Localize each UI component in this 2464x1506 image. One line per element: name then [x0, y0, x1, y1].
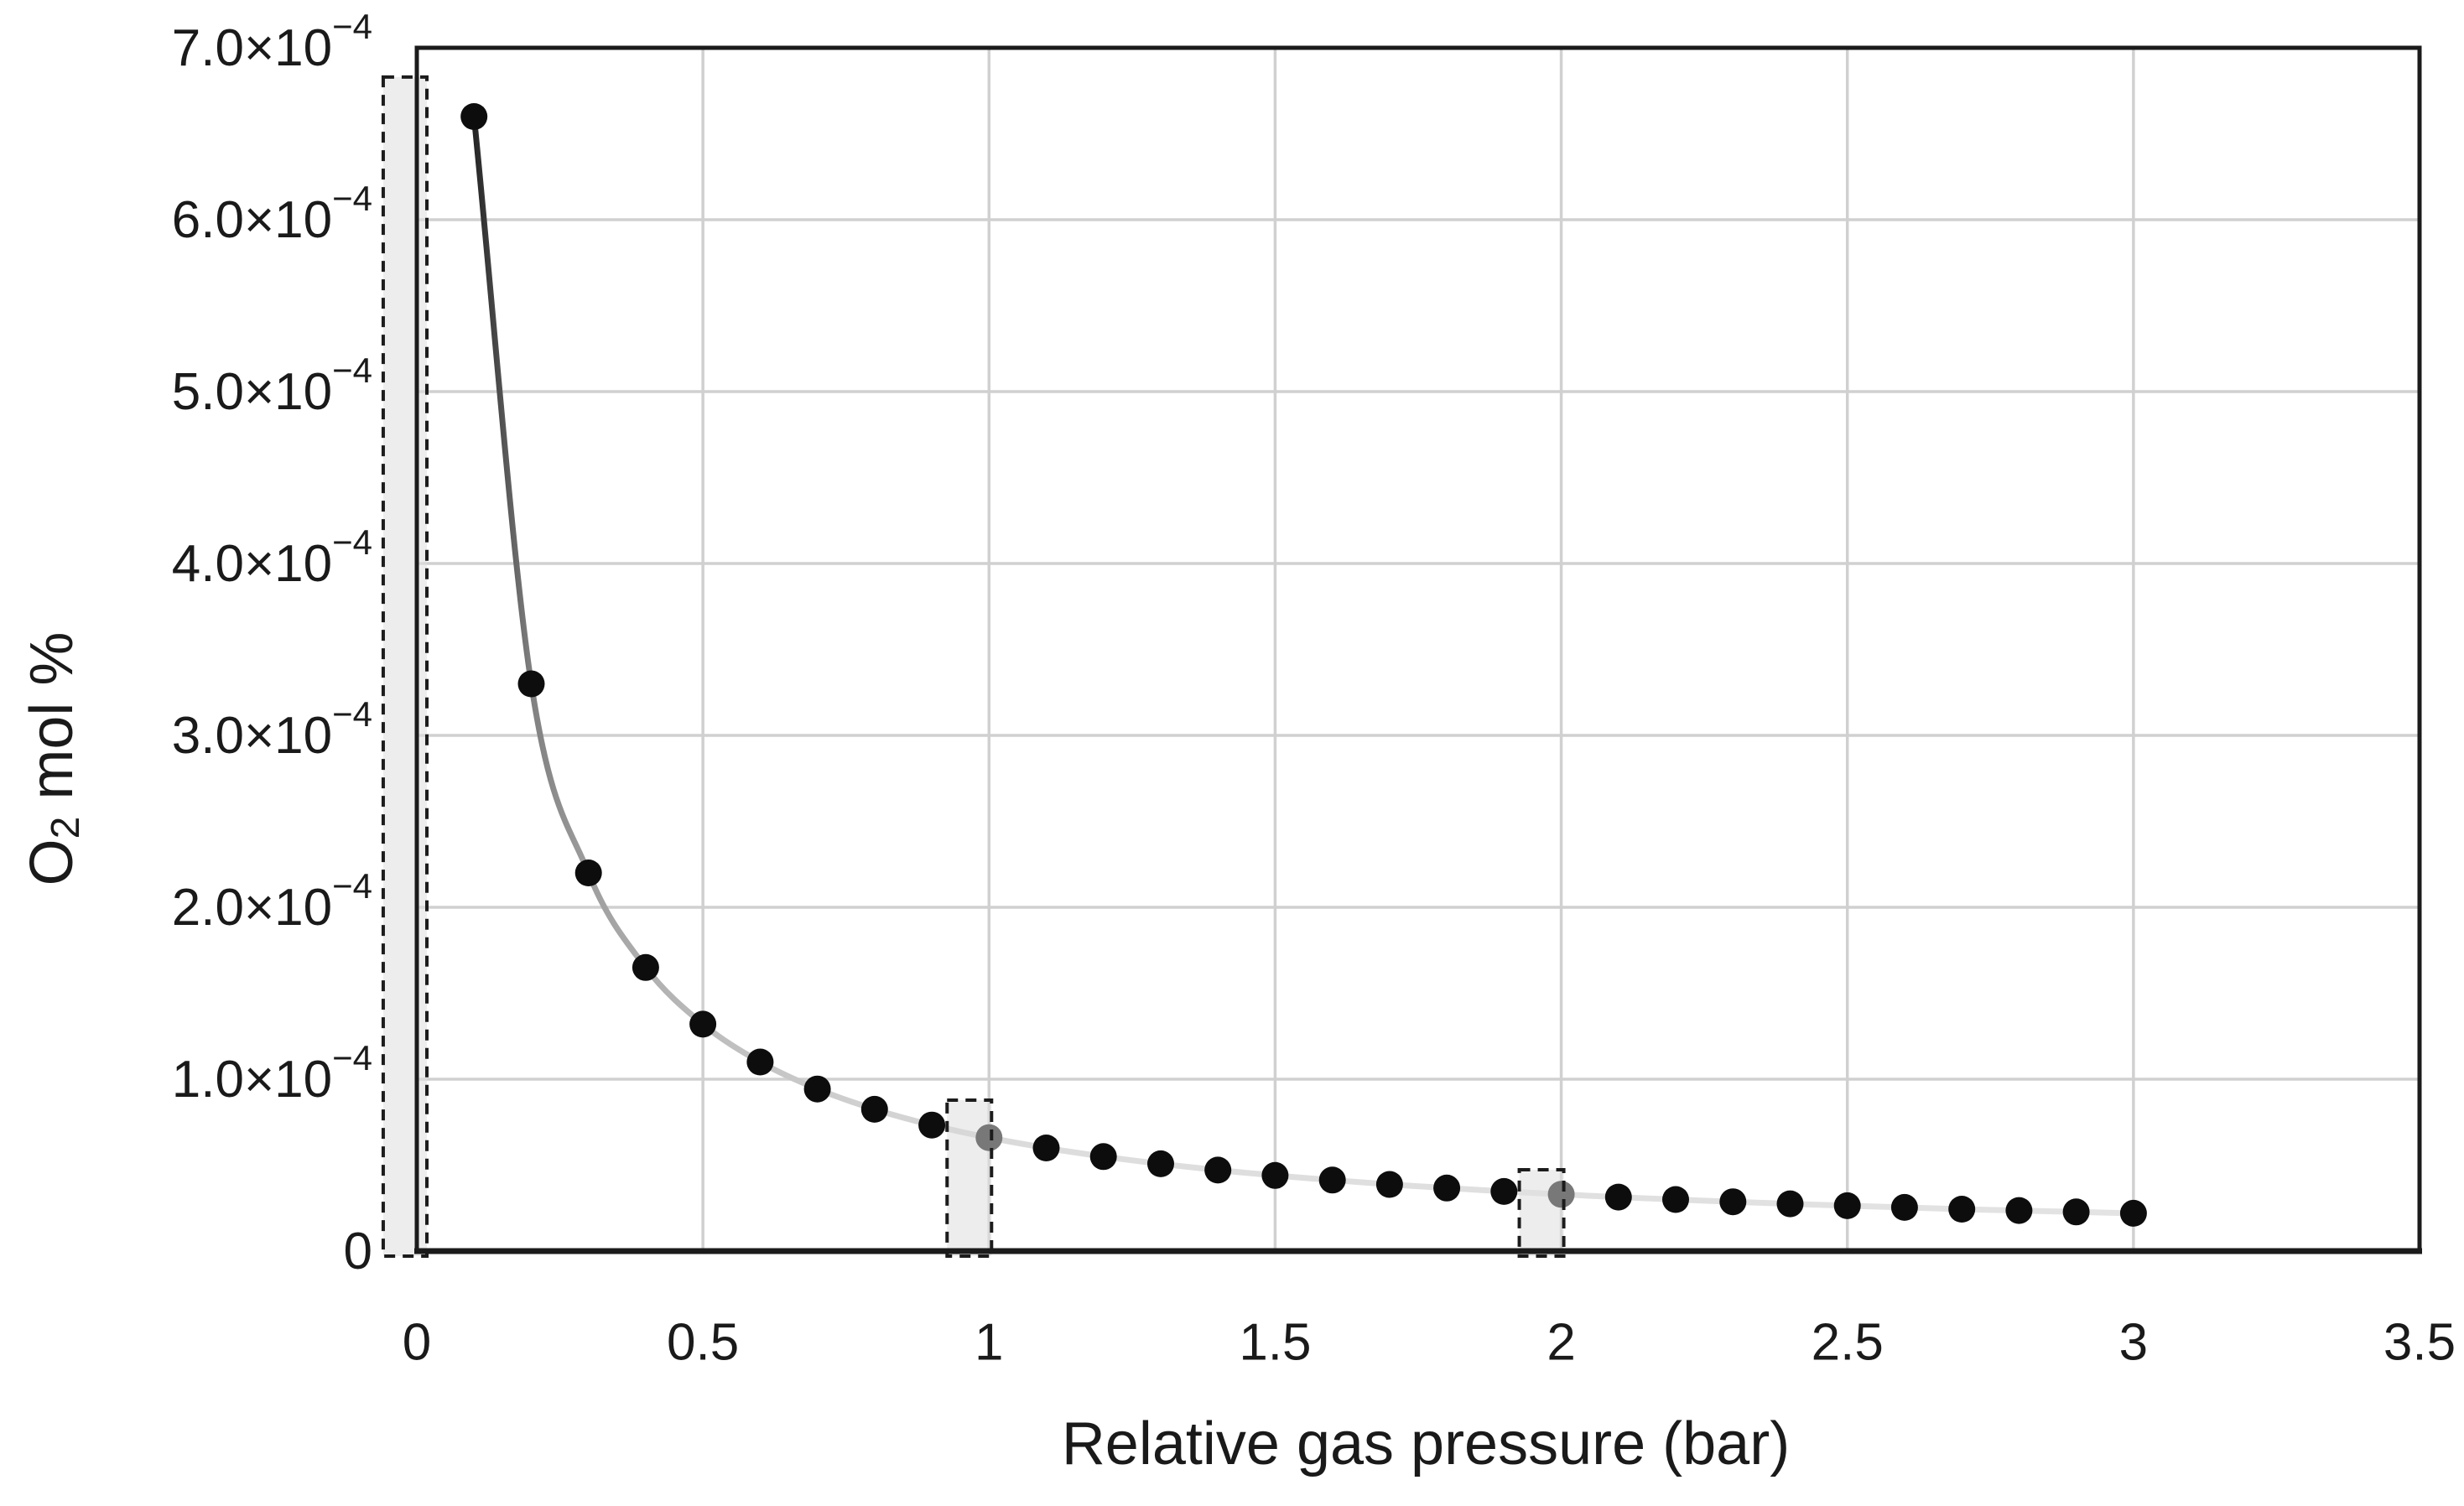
highlight-band-borders — [381, 75, 1566, 1258]
x-tick-label: 1 — [975, 1314, 1003, 1372]
chart-frame — [414, 45, 2422, 1254]
y-tick-mantissa: 2.0×10 — [172, 879, 332, 937]
y-tick-label: 5.0×10−4 — [172, 351, 372, 421]
x-tick-label: 0 — [403, 1314, 431, 1372]
data-point — [1261, 1161, 1289, 1189]
data-points — [460, 103, 2147, 1227]
x-tick-label: 2.5 — [1812, 1314, 1884, 1372]
y-axis-title: O2 mol % — [18, 632, 88, 886]
data-point — [1604, 1183, 1632, 1211]
y-axis-title-subscript: 2 — [44, 817, 88, 839]
y-tick-mantissa: 5.0×10 — [172, 363, 332, 421]
data-point — [918, 1111, 946, 1139]
data-point — [1662, 1186, 1689, 1213]
highlight-band-border — [381, 75, 429, 1258]
data-point — [1490, 1177, 1518, 1205]
series-curve — [470, 113, 2137, 1217]
data-point — [1948, 1196, 1976, 1223]
series-line — [470, 113, 2137, 1217]
y-tick-exponent: −4 — [332, 1038, 372, 1078]
x-tick-label: 2 — [1546, 1314, 1575, 1372]
y-tick-label: 2.0×10−4 — [172, 866, 372, 937]
data-point — [1719, 1188, 1747, 1216]
highlight-band-border — [1517, 1168, 1566, 1258]
highlight-band-fills — [382, 76, 1564, 1256]
y-tick-mantissa: 3.0×10 — [172, 707, 332, 765]
data-point — [746, 1048, 774, 1076]
data-point — [1375, 1171, 1403, 1198]
data-point — [1032, 1135, 1060, 1161]
y-tick-mantissa: 0 — [344, 1223, 372, 1280]
y-tick-exponent: −4 — [332, 351, 372, 390]
data-point — [803, 1075, 831, 1103]
x-axis-title: Relative gas pressure (bar) — [1062, 1410, 1790, 1477]
data-point — [1890, 1193, 1918, 1221]
y-axis-tick-labels: 7.0×10−46.0×10−45.0×10−44.0×10−43.0×10−4… — [172, 7, 372, 1280]
x-axis-tick-labels: 0 0.5 1 1.5 2 2.5 3 3.5 — [403, 1314, 2456, 1372]
y-tick-mantissa: 7.0×10 — [172, 19, 332, 77]
data-point — [1089, 1143, 1117, 1171]
data-point — [2005, 1197, 2033, 1224]
data-point — [860, 1095, 888, 1123]
data-point — [1204, 1156, 1232, 1184]
data-point — [517, 670, 545, 698]
data-point — [1776, 1190, 1804, 1218]
x-tick-label: 3 — [2119, 1314, 2148, 1372]
y-tick-label: 6.0×10−4 — [172, 179, 372, 249]
y-tick-exponent: −4 — [332, 694, 372, 734]
data-point — [1318, 1166, 1346, 1194]
y-tick-label: 1.0×10−4 — [172, 1038, 372, 1109]
highlight-band — [382, 76, 428, 1256]
data-point — [460, 103, 488, 130]
x-tick-label: 3.5 — [2383, 1314, 2456, 1372]
data-point — [1833, 1192, 1861, 1219]
plot-border — [414, 45, 2422, 1254]
data-point — [2062, 1198, 2090, 1226]
y-tick-exponent: −4 — [332, 179, 372, 218]
y-tick-label: 0 — [344, 1223, 372, 1280]
y-axis-title-units: mol % — [18, 632, 86, 817]
highlight-band-border — [945, 1098, 994, 1258]
data-point — [2119, 1199, 2147, 1227]
x-tick-label: 1.5 — [1239, 1314, 1311, 1372]
y-tick-mantissa: 4.0×10 — [172, 535, 332, 593]
data-point — [1433, 1174, 1461, 1202]
gridlines — [417, 48, 2420, 1251]
data-point — [574, 859, 602, 886]
data-point — [1147, 1150, 1174, 1177]
y-tick-label: 3.0×10−4 — [172, 694, 372, 765]
y-axis-title-element: O — [18, 839, 86, 885]
data-point — [689, 1010, 717, 1038]
data-point — [632, 953, 659, 981]
data-point-highlighted — [975, 1124, 1003, 1151]
highlight-band — [947, 1100, 992, 1256]
y-tick-label: 7.0×10−4 — [172, 7, 372, 77]
y-tick-label: 4.0×10−4 — [172, 522, 372, 593]
y-tick-exponent: −4 — [332, 522, 372, 562]
y-tick-mantissa: 1.0×10 — [172, 1051, 332, 1109]
data-point-highlighted — [1547, 1181, 1575, 1208]
y-tick-mantissa: 6.0×10 — [172, 191, 332, 249]
y-tick-exponent: −4 — [332, 7, 372, 46]
x-tick-label: 0.5 — [667, 1314, 739, 1372]
y-tick-exponent: −4 — [332, 866, 372, 906]
